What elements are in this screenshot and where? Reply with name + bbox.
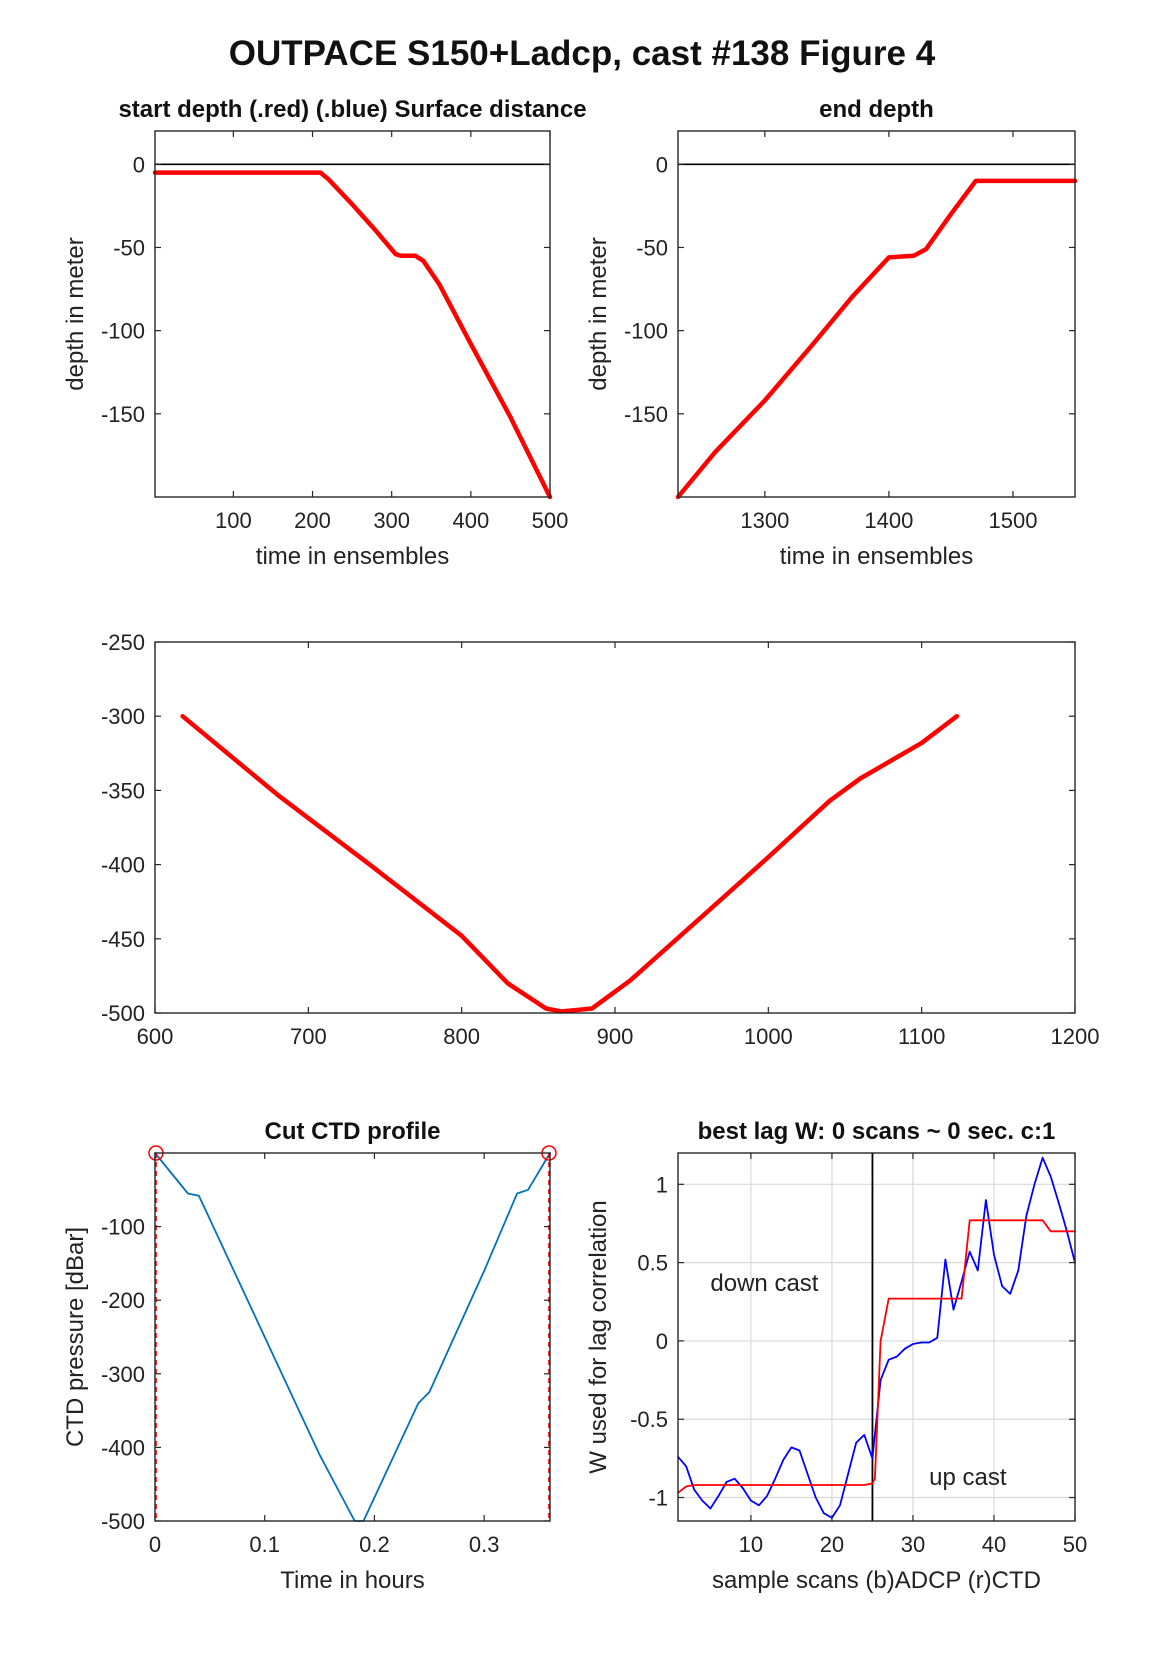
middle-xtick-label: 1100 — [898, 1024, 945, 1049]
cut_ctd-xtick-label: 0 — [149, 1532, 161, 1557]
middle-ytick-label: -250 — [101, 630, 145, 655]
cut_ctd-ylabel: CTD pressure [dBar] — [62, 1227, 89, 1447]
middle-series-line-red — [180, 713, 960, 1014]
middle-ytick-label: -500 — [101, 1001, 145, 1026]
best_lag-xtick-label: 50 — [1063, 1532, 1087, 1557]
cut_ctd-xtick-label: 0.3 — [469, 1532, 500, 1557]
best_lag-axes-box — [677, 1152, 1076, 1522]
best_lag-title: best lag W: 0 scans ~ 0 sec. c:1 — [698, 1118, 1056, 1145]
cut_ctd-series-line-ctd — [154, 1152, 551, 1522]
start_depth-ytick-label: -50 — [113, 235, 145, 260]
middle-axes-box — [154, 641, 1076, 1014]
middle-xtick-label: 800 — [443, 1024, 480, 1049]
start_depth-ytick-label: -100 — [101, 319, 145, 344]
middle-ytick-label: -300 — [101, 704, 145, 729]
end_depth-ytick-label: -100 — [624, 319, 668, 344]
start_depth-ytick-label: -150 — [101, 402, 145, 427]
best_lag-xtick-label: 30 — [901, 1532, 925, 1557]
best_lag-annotation: down cast — [710, 1270, 818, 1297]
best_lag-xlabel: sample scans (b)ADCP (r)CTD — [712, 1567, 1041, 1594]
best_lag-ytick-label: 0 — [656, 1329, 668, 1354]
figure-title: OUTPACE S150+Ladcp, cast #138 Figure 4 — [229, 34, 936, 73]
cut_ctd-title: Cut CTD profile — [265, 1118, 441, 1145]
start_depth-series-line-red — [152, 170, 553, 500]
start_depth-ytick-label: 0 — [133, 152, 145, 177]
middle-ytick-label: -400 — [101, 853, 145, 878]
cut_ctd-axes-box — [154, 1152, 551, 1522]
end_depth-series-line-red — [675, 178, 1078, 500]
cut_ctd-ytick-label: -400 — [101, 1435, 145, 1460]
start_depth-xtick-label: 200 — [294, 508, 331, 533]
end_depth-ytick-label: 0 — [656, 152, 668, 177]
cut_ctd-ytick-label: -300 — [101, 1362, 145, 1387]
start_depth-xtick-label: 400 — [452, 508, 489, 533]
end_depth-ytick-label: -50 — [636, 235, 668, 260]
middle-xtick-label: 600 — [137, 1024, 174, 1049]
best_lag-annotation: up cast — [929, 1464, 1007, 1491]
end_depth-axes-box — [677, 130, 1076, 498]
best_lag-ytick-label: -1 — [648, 1486, 668, 1511]
best_lag-xtick-label: 40 — [982, 1532, 1006, 1557]
best_lag-ytick-label: 0.5 — [637, 1251, 668, 1276]
start_depth-ylabel: depth in meter — [62, 237, 89, 390]
start_depth-xtick-label: 500 — [532, 508, 569, 533]
end_depth-title: end depth — [819, 96, 934, 123]
start_depth-axes-box — [154, 130, 551, 498]
middle-xtick-label: 1000 — [744, 1024, 793, 1049]
end_depth-xtick-label: 1500 — [988, 508, 1037, 533]
end_depth-xtick-label: 1300 — [740, 508, 789, 533]
best_lag-ytick-label: 1 — [656, 1172, 668, 1197]
cut_ctd-ytick-label: -100 — [101, 1215, 145, 1240]
end_depth-ytick-label: -150 — [624, 402, 668, 427]
start_depth-title: start depth (.red) (.blue) Surface dista… — [118, 96, 586, 123]
cut_ctd-xtick-label: 0.2 — [359, 1532, 390, 1557]
cut_ctd-xlabel: Time in hours — [280, 1567, 425, 1594]
middle-xtick-label: 700 — [290, 1024, 327, 1049]
best_lag-xtick-label: 20 — [820, 1532, 844, 1557]
cut_ctd-ytick-label: -200 — [101, 1288, 145, 1313]
end_depth-ylabel: depth in meter — [585, 237, 612, 390]
middle-xtick-label: 1200 — [1051, 1024, 1100, 1049]
start_depth-xtick-label: 300 — [373, 508, 410, 533]
end_depth-xtick-label: 1400 — [864, 508, 913, 533]
start_depth-xlabel: time in ensembles — [256, 543, 449, 570]
best_lag-series-line-red — [677, 1219, 1076, 1494]
middle-ytick-label: -350 — [101, 778, 145, 803]
best_lag-xtick-label: 10 — [739, 1532, 763, 1557]
best_lag-series-line-blue — [677, 1156, 1076, 1519]
end_depth-xlabel: time in ensembles — [780, 543, 973, 570]
middle-xtick-label: 900 — [597, 1024, 634, 1049]
middle-ytick-label: -450 — [101, 927, 145, 952]
best_lag-ylabel: W used for lag correlation — [585, 1200, 612, 1473]
best_lag-ytick-label: -0.5 — [630, 1407, 668, 1432]
cut_ctd-xtick-label: 0.1 — [249, 1532, 280, 1557]
cut_ctd-ytick-label: -500 — [101, 1509, 145, 1534]
start_depth-xtick-label: 100 — [215, 508, 252, 533]
